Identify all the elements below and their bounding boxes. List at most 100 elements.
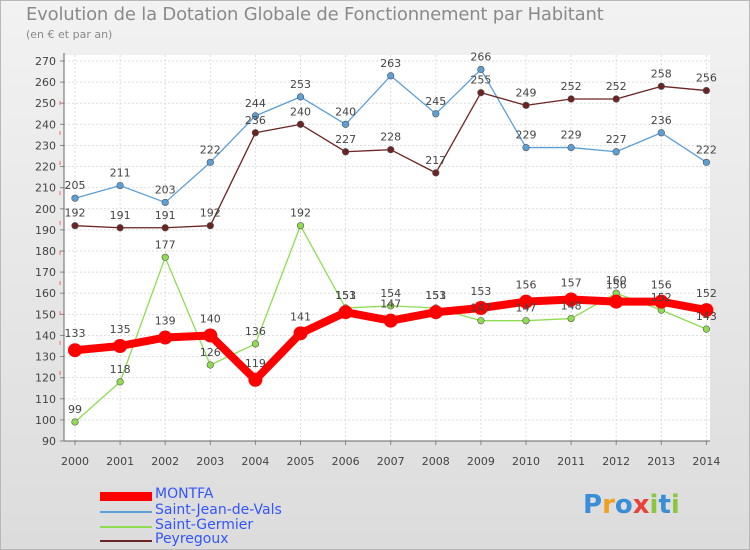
point-saint-germier-2014 [702,325,711,333]
y-tick-label-260: 260 [35,76,56,89]
logo-letter: i [649,490,659,520]
data-label-peyregoux-2013: 258 [651,67,672,80]
point-saint-germier-2009 [477,317,485,325]
point-saint-jean-de-vals-2000 [71,194,79,202]
data-label-saint-jean-de-vals-2012: 227 [606,133,627,146]
point-montfa-2014 [699,303,714,318]
data-label-saint-germier-2012: 160 [606,274,627,287]
y-tick-label-180: 180 [35,245,56,258]
data-label-saint-jean-de-vals-2001: 211 [110,167,131,180]
data-label-saint-jean-de-vals-2006: 240 [335,105,356,118]
data-label-montfa-2014: 152 [696,287,717,300]
x-tick-label-2005: 2005 [287,455,315,468]
point-saint-jean-de-vals-2013 [657,129,665,137]
data-label-peyregoux-2008: 217 [425,154,446,167]
y-tick-label-140: 140 [35,329,56,342]
data-label-saint-jean-de-vals-2002: 203 [155,183,176,196]
data-label-peyregoux-2000: 192 [65,207,86,220]
data-label-saint-germier-2006: 153 [335,289,356,302]
data-label-montfa-2007: 147 [380,298,401,311]
point-saint-jean-de-vals-2007 [387,72,395,80]
data-label-saint-jean-de-vals-2008: 245 [425,95,446,108]
data-label-saint-germier-2009: 147 [470,302,491,315]
point-saint-jean-de-vals-2001 [116,181,124,190]
data-label-saint-jean-de-vals-2009: 266 [470,50,491,63]
y-tick-label-150: 150 [35,308,56,321]
point-peyregoux-2004 [251,129,259,137]
data-label-montfa-2006: 151 [335,289,356,302]
legend-item-saint-jean-de-vals[interactable]: Saint-Jean-de-Vals [100,502,360,520]
point-saint-jean-de-vals-2011 [567,143,575,152]
legend-swatch-saint-germier [100,526,152,528]
data-label-saint-jean-de-vals-2004: 244 [245,97,266,110]
point-saint-germier-2002 [161,253,169,261]
point-montfa-2010 [519,294,533,309]
legend-label-montfa: MONTFA [155,486,214,502]
legend-item-montfa[interactable]: MONTFA [100,486,360,504]
legend-item-saint-germier[interactable]: Saint-Germier [100,517,360,535]
point-montfa-2013 [654,294,669,309]
data-label-saint-germier-2002: 177 [155,238,176,251]
chart-subtitle: (en € et par an) [26,28,113,41]
point-saint-germier-2003 [206,361,214,369]
data-label-peyregoux-2012: 252 [606,80,627,93]
point-peyregoux-2008 [432,169,440,177]
data-label-saint-germier-2011: 148 [561,300,582,313]
data-label-peyregoux-2006: 227 [335,133,356,146]
data-label-saint-germier-2008: 153 [425,289,446,302]
data-label-peyregoux-2011: 252 [561,80,582,93]
point-peyregoux-2011 [567,95,575,103]
data-label-peyregoux-2010: 249 [516,86,537,99]
data-label-peyregoux-2001: 191 [110,209,131,222]
legend-swatch-montfa [100,492,152,501]
x-tick-label-2006: 2006 [332,455,360,468]
plot-area [64,55,710,441]
data-label-saint-germier-2014: 143 [696,310,717,323]
point-montfa-2006 [338,305,353,320]
data-label-saint-jean-de-vals-2007: 263 [380,57,401,70]
point-peyregoux-2006 [342,148,350,156]
data-label-montfa-2001: 135 [110,323,131,336]
point-peyregoux-2009 [477,89,485,97]
y-tick-label-250: 250 [35,97,56,110]
data-label-montfa-2009: 153 [470,285,491,298]
point-saint-germier-2000 [71,418,79,426]
data-label-saint-jean-de-vals-2000: 205 [65,179,86,192]
x-tick-label-2000: 2000 [61,455,89,468]
x-tick-label-2007: 2007 [377,455,405,468]
x-tick-label-2002: 2002 [151,455,179,468]
data-label-saint-jean-de-vals-2014: 222 [696,143,717,156]
y-tick-label-240: 240 [35,118,56,131]
y-tick-label-230: 230 [35,139,56,152]
y-tick-label-220: 220 [35,161,56,174]
legend-label-saint-germier: Saint-Germier [155,517,254,533]
point-peyregoux-2007 [387,146,395,154]
data-label-saint-germier-2004: 136 [245,325,266,338]
legend-item-peyregoux[interactable]: Peyregoux [100,531,360,549]
point-montfa-2004 [248,372,263,387]
data-label-peyregoux-2004: 236 [245,114,266,127]
point-saint-jean-de-vals-2002 [161,198,169,207]
point-montfa-2009 [473,301,488,315]
y-tick-label-120: 120 [35,372,56,385]
y-tick-label-170: 170 [35,266,56,279]
point-montfa-2008 [428,305,443,320]
data-label-peyregoux-2009: 255 [470,74,491,87]
data-label-saint-germier-2007: 154 [380,287,401,300]
data-label-saint-germier-2000: 99 [68,403,82,416]
data-label-peyregoux-2002: 191 [155,209,176,222]
axis-layer: 90 100 110 120 130 140 150 160 170 180 190 200 210 22… [35,53,720,468]
x-tick-label-2003: 2003 [196,455,224,468]
x-tick-label-2001: 2001 [106,455,134,468]
data-label-saint-jean-de-vals-2013: 236 [651,114,672,127]
legend-label-saint-jean-de-vals: Saint-Jean-de-Vals [155,502,282,518]
data-label-saint-germier-2005: 192 [290,207,311,220]
legend-label-peyregoux: Peyregoux [155,531,229,547]
data-label-saint-jean-de-vals-2005: 253 [290,78,311,91]
point-peyregoux-2000 [71,222,79,230]
data-label-saint-germier-2001: 118 [110,363,131,376]
data-label-montfa-2002: 139 [155,315,176,328]
point-peyregoux-2010 [522,101,530,109]
logo-letter: t [658,490,671,520]
